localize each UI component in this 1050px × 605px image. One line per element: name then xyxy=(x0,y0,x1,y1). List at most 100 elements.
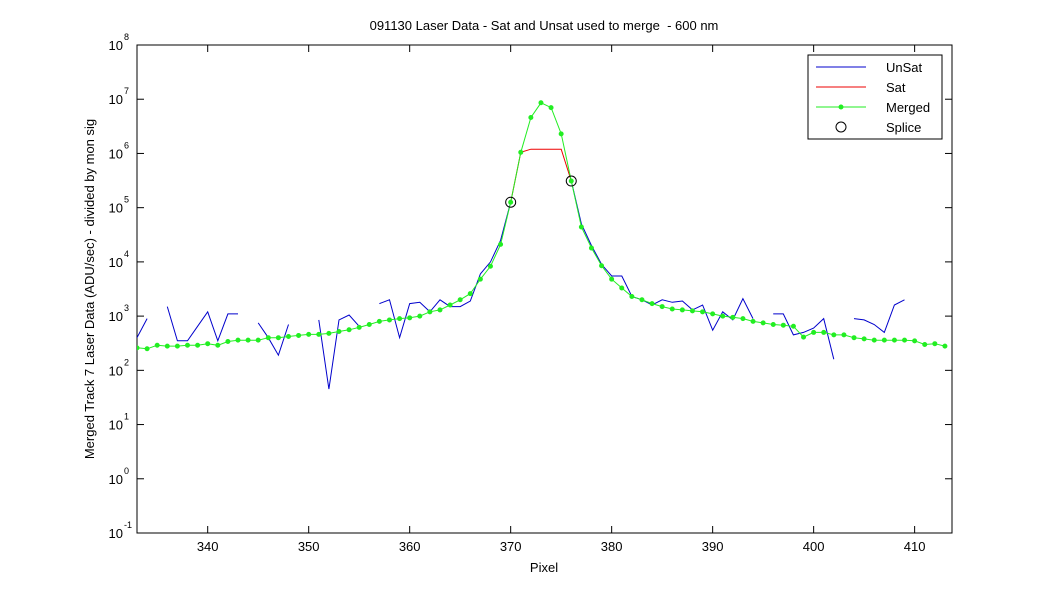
y-tick-exponent: 4 xyxy=(124,249,129,259)
splice-marker xyxy=(505,196,517,208)
point xyxy=(942,343,948,349)
point xyxy=(912,338,918,344)
point xyxy=(720,313,726,319)
point xyxy=(871,337,877,343)
point xyxy=(225,339,231,345)
x-tick-label: 360 xyxy=(399,539,421,554)
point xyxy=(760,320,766,326)
point xyxy=(811,329,817,335)
point xyxy=(397,316,403,322)
point xyxy=(296,332,302,338)
legend-swatch xyxy=(838,104,844,110)
point xyxy=(578,224,584,230)
legend-box xyxy=(807,54,943,140)
point xyxy=(306,331,312,337)
point xyxy=(356,324,362,330)
y-tick-label: 10 xyxy=(109,92,123,107)
point xyxy=(285,334,291,340)
x-tick-label: 350 xyxy=(298,539,320,554)
point xyxy=(700,309,706,315)
series-line xyxy=(137,180,905,390)
point xyxy=(790,323,796,329)
point xyxy=(932,341,938,347)
y-tick-exponent: 5 xyxy=(124,195,129,205)
point xyxy=(467,291,473,297)
point xyxy=(659,304,665,310)
point xyxy=(599,263,605,269)
point xyxy=(386,317,392,323)
point xyxy=(558,131,564,137)
point xyxy=(629,293,635,299)
y-tick-exponent: 8 xyxy=(124,32,129,42)
point xyxy=(195,342,201,348)
point xyxy=(437,307,443,313)
point xyxy=(679,307,685,313)
point xyxy=(346,327,352,333)
y-tick-label: 10 xyxy=(109,363,123,378)
point xyxy=(740,316,746,322)
legend-swatch xyxy=(835,121,847,133)
y-tick-label: 10 xyxy=(109,418,123,433)
point xyxy=(639,297,645,303)
legend-label: Sat xyxy=(886,80,906,95)
point xyxy=(447,302,453,308)
point xyxy=(821,329,827,335)
chart-title: 091130 Laser Data - Sat and Unsat used t… xyxy=(370,18,719,33)
point xyxy=(902,337,908,343)
x-tick-label: 380 xyxy=(601,539,623,554)
point xyxy=(568,178,574,184)
legend-label: UnSat xyxy=(886,60,923,75)
y-tick-label: 10 xyxy=(109,526,123,541)
point xyxy=(144,346,150,352)
point xyxy=(235,337,241,343)
point xyxy=(891,337,897,343)
x-tick-label: 340 xyxy=(197,539,219,554)
legend-label: Merged xyxy=(886,100,930,115)
y-tick-label: 10 xyxy=(109,201,123,216)
point xyxy=(215,342,221,348)
point xyxy=(831,332,837,338)
point xyxy=(730,314,736,320)
y-tick-exponent: 1 xyxy=(124,412,129,422)
point xyxy=(801,334,807,340)
y-axis-label: Merged Track 7 Laser Data (ADU/sec) - di… xyxy=(82,119,97,459)
point xyxy=(851,335,857,341)
point xyxy=(669,306,675,312)
point xyxy=(498,241,504,247)
y-tick-exponent: 0 xyxy=(124,466,129,476)
point xyxy=(366,322,372,328)
legend-label: Splice xyxy=(886,120,921,135)
point xyxy=(538,100,544,106)
x-axis-label: Pixel xyxy=(530,560,558,575)
y-tick-exponent: 6 xyxy=(124,140,129,150)
point xyxy=(770,322,776,328)
point xyxy=(487,263,493,269)
point xyxy=(780,322,786,328)
x-tick-label: 410 xyxy=(904,539,926,554)
y-tick-exponent: 3 xyxy=(124,303,129,313)
splice-marker xyxy=(565,175,577,187)
point xyxy=(316,331,322,337)
y-tick-label: 10 xyxy=(109,146,123,161)
y-tick-exponent: -1 xyxy=(124,520,132,530)
point xyxy=(174,343,180,349)
point xyxy=(245,337,251,343)
point xyxy=(265,335,271,341)
point xyxy=(508,199,514,205)
point xyxy=(609,276,615,282)
x-tick-label: 370 xyxy=(500,539,522,554)
point xyxy=(376,318,382,324)
point xyxy=(407,315,413,321)
point xyxy=(477,276,483,282)
x-tick-label: 400 xyxy=(803,539,825,554)
point xyxy=(137,345,140,351)
plot-layer xyxy=(137,100,948,390)
point xyxy=(750,318,756,324)
point xyxy=(275,335,281,341)
point xyxy=(417,313,423,319)
y-tick-exponent: 2 xyxy=(124,357,129,367)
point xyxy=(649,301,655,307)
point xyxy=(255,337,261,343)
point xyxy=(164,343,170,349)
